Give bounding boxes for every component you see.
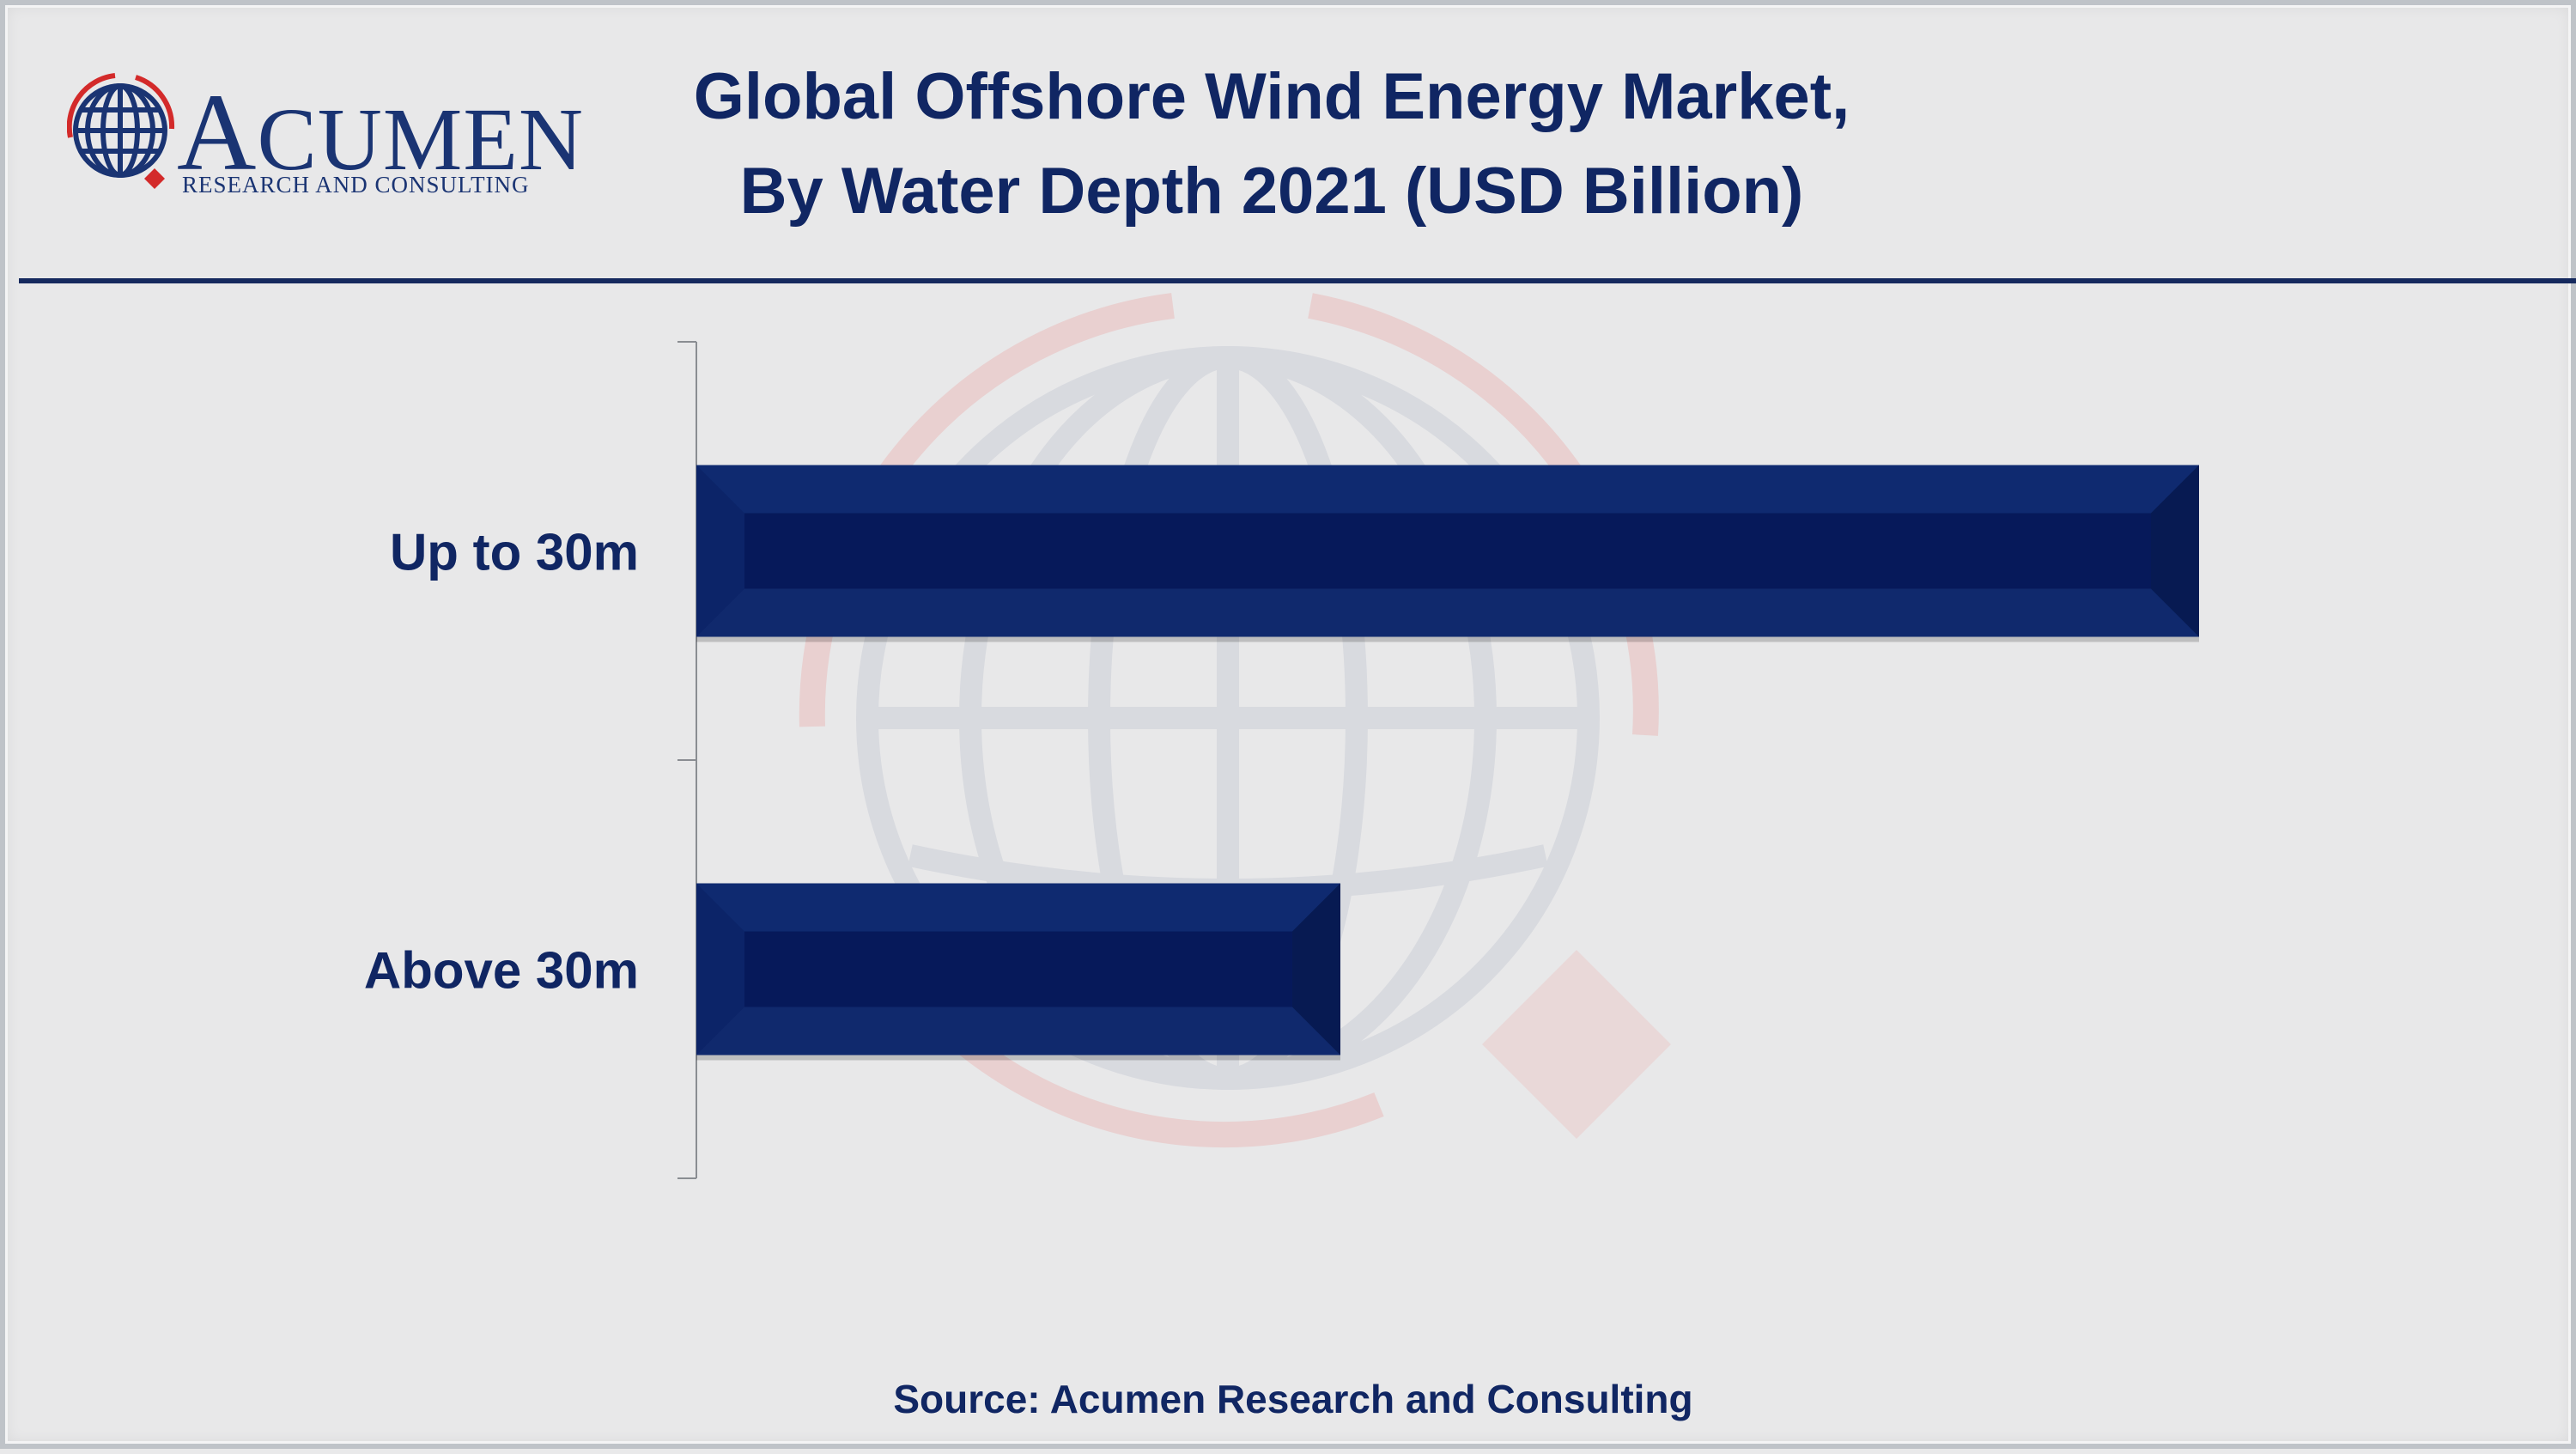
bar-face [744,513,2151,589]
header-divider [19,278,2576,283]
page-title: Global Offshore Wind Energy Market, By W… [520,50,2023,239]
globe-logo-icon [67,73,175,189]
bar-bevel-right [2151,465,2199,637]
acumen-logo: ACUMEN RESEARCH AND CONSULTING [67,69,583,206]
title-line-1: Global Offshore Wind Energy Market, [693,60,1850,133]
category-label: Above 30m [364,942,639,1000]
bar-chart: Up to 30m Above 30m [364,341,2199,1179]
category-label: Up to 30m [390,524,639,581]
bar-face [744,931,1292,1007]
title-line-2: By Water Depth 2021 (USD Billion) [739,155,1804,228]
logo-tagline: RESEARCH AND CONSULTING [182,172,530,198]
bar-bevel-bottom [696,1007,1340,1056]
logo-wordmark: ACUMEN [177,71,585,193]
bar-bevel-bottom [696,588,2199,637]
bar-bevel-right [1292,883,1340,1056]
bar-bevel-top [696,883,1340,932]
source-note: Source: Acumen Research and Consulting [893,1377,1693,1421]
bar-bevel-top [696,465,2199,514]
